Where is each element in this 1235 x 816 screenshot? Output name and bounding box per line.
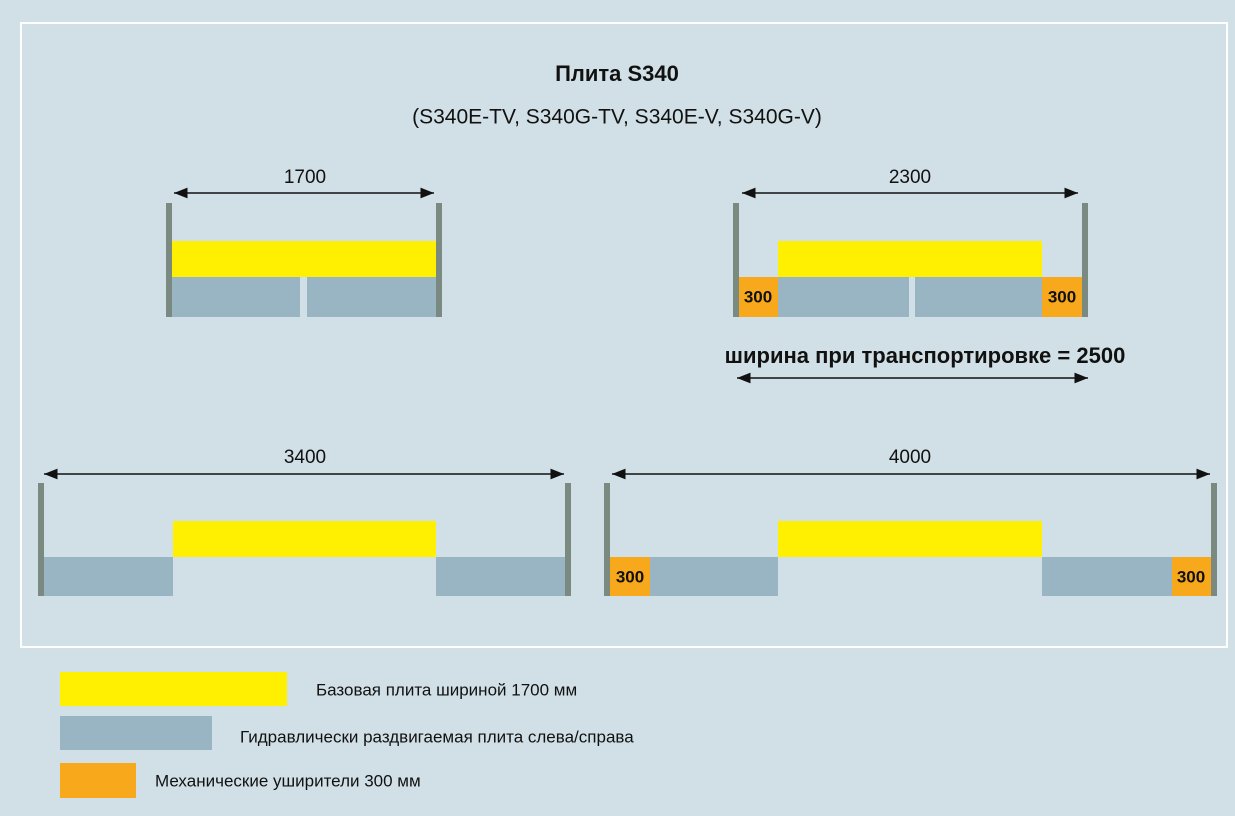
extending-plate — [436, 557, 565, 596]
extension — [610, 557, 650, 596]
extending-plate — [915, 277, 1042, 317]
post — [565, 483, 571, 596]
base-plate — [778, 521, 1042, 557]
extension-label: 300 — [616, 567, 644, 586]
extending-plate — [44, 557, 173, 596]
legend-swatch — [60, 716, 212, 750]
extension-label: 300 — [1177, 567, 1205, 586]
post — [604, 483, 610, 596]
diagram-1700: 1700 — [166, 167, 442, 317]
frame — [20, 22, 1228, 648]
extending-plate — [778, 277, 909, 317]
post — [38, 483, 44, 596]
base-plate — [173, 521, 436, 557]
diagram-4000: 4000 300 300 — [604, 447, 1217, 596]
extending-plate — [307, 277, 436, 317]
post — [733, 203, 739, 317]
dimension-label: 2300 — [889, 167, 931, 188]
extending-plate — [172, 277, 300, 317]
title: Плита S340 — [555, 61, 679, 86]
base-plate — [778, 241, 1042, 277]
post — [166, 203, 172, 317]
post — [436, 203, 442, 317]
extension — [1172, 557, 1211, 596]
extension — [739, 277, 778, 317]
legend-swatch — [60, 672, 287, 706]
base-plate — [172, 241, 436, 277]
diagram-2300: 2300 300 300 ширина при транспортировке … — [725, 167, 1126, 384]
extending-plate — [1042, 557, 1172, 596]
transport-label: ширина при транспортировке = 2500 — [725, 343, 1126, 368]
dimension-label: 3400 — [284, 447, 326, 468]
legend-label: Базовая плита шириной 1700 мм — [316, 680, 577, 699]
post — [1211, 483, 1217, 596]
extension-label: 300 — [1048, 287, 1076, 306]
subtitle: (S340E-TV, S340G-TV, S340E-V, S340G-V) — [412, 106, 822, 129]
dimension-label: 1700 — [284, 167, 326, 188]
dimension-label: 4000 — [889, 447, 931, 468]
post — [1082, 203, 1088, 317]
diagram-3400: 3400 — [38, 447, 571, 596]
extending-plate — [650, 557, 778, 596]
extension-label: 300 — [744, 287, 772, 306]
extension — [1042, 277, 1082, 317]
legend-label: Гидравлически раздвигаемая плита слева/с… — [240, 727, 634, 746]
legend: Базовая плита шириной 1700 мм Гидравличе… — [60, 672, 634, 798]
legend-label: Механические уширители 300 мм — [155, 771, 421, 790]
legend-swatch — [60, 763, 136, 798]
